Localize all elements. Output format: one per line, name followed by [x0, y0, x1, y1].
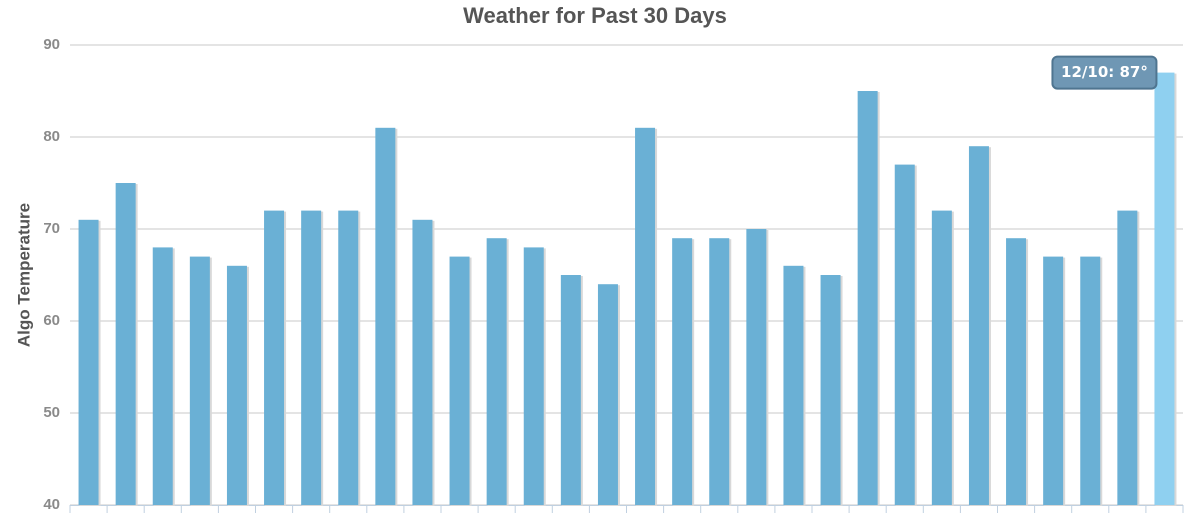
bar	[115, 183, 136, 505]
bar	[1080, 256, 1101, 505]
bar	[746, 229, 767, 505]
y-axis-label: Algo Temperature	[14, 203, 33, 347]
bar	[1043, 256, 1064, 505]
chart-title: Weather for Past 30 Days	[463, 3, 727, 28]
bar	[635, 127, 656, 506]
y-tick-label: 60	[43, 312, 60, 329]
bar	[709, 238, 730, 505]
bar	[560, 275, 581, 505]
bar	[857, 91, 878, 505]
bar	[523, 247, 544, 505]
y-tick-label: 50	[43, 404, 60, 421]
bar	[1006, 238, 1027, 505]
bar	[226, 265, 247, 505]
bar	[189, 256, 210, 505]
bar	[931, 210, 952, 505]
tooltip-box	[1051, 55, 1158, 90]
bar	[597, 284, 618, 505]
bar	[412, 219, 433, 506]
y-tick-label: 70	[43, 220, 60, 237]
bar	[820, 275, 841, 505]
bar	[783, 265, 804, 505]
y-tick-label: 80	[43, 128, 60, 145]
bar	[375, 127, 396, 506]
tooltip: 12/10: 87°	[1051, 55, 1158, 90]
bar	[1117, 210, 1138, 505]
tooltip-text: 12/10: 87°	[1061, 63, 1148, 81]
bar	[301, 210, 322, 505]
bar	[968, 146, 989, 505]
bar	[152, 247, 173, 505]
bar	[672, 238, 693, 505]
y-tick-label: 40	[43, 496, 60, 513]
y-tick-label: 90	[43, 36, 60, 53]
bar	[894, 164, 915, 505]
bar	[1154, 72, 1175, 505]
bar	[449, 256, 470, 505]
bar	[338, 210, 359, 505]
bar	[486, 238, 507, 505]
bar	[264, 210, 285, 505]
bar	[78, 219, 99, 506]
